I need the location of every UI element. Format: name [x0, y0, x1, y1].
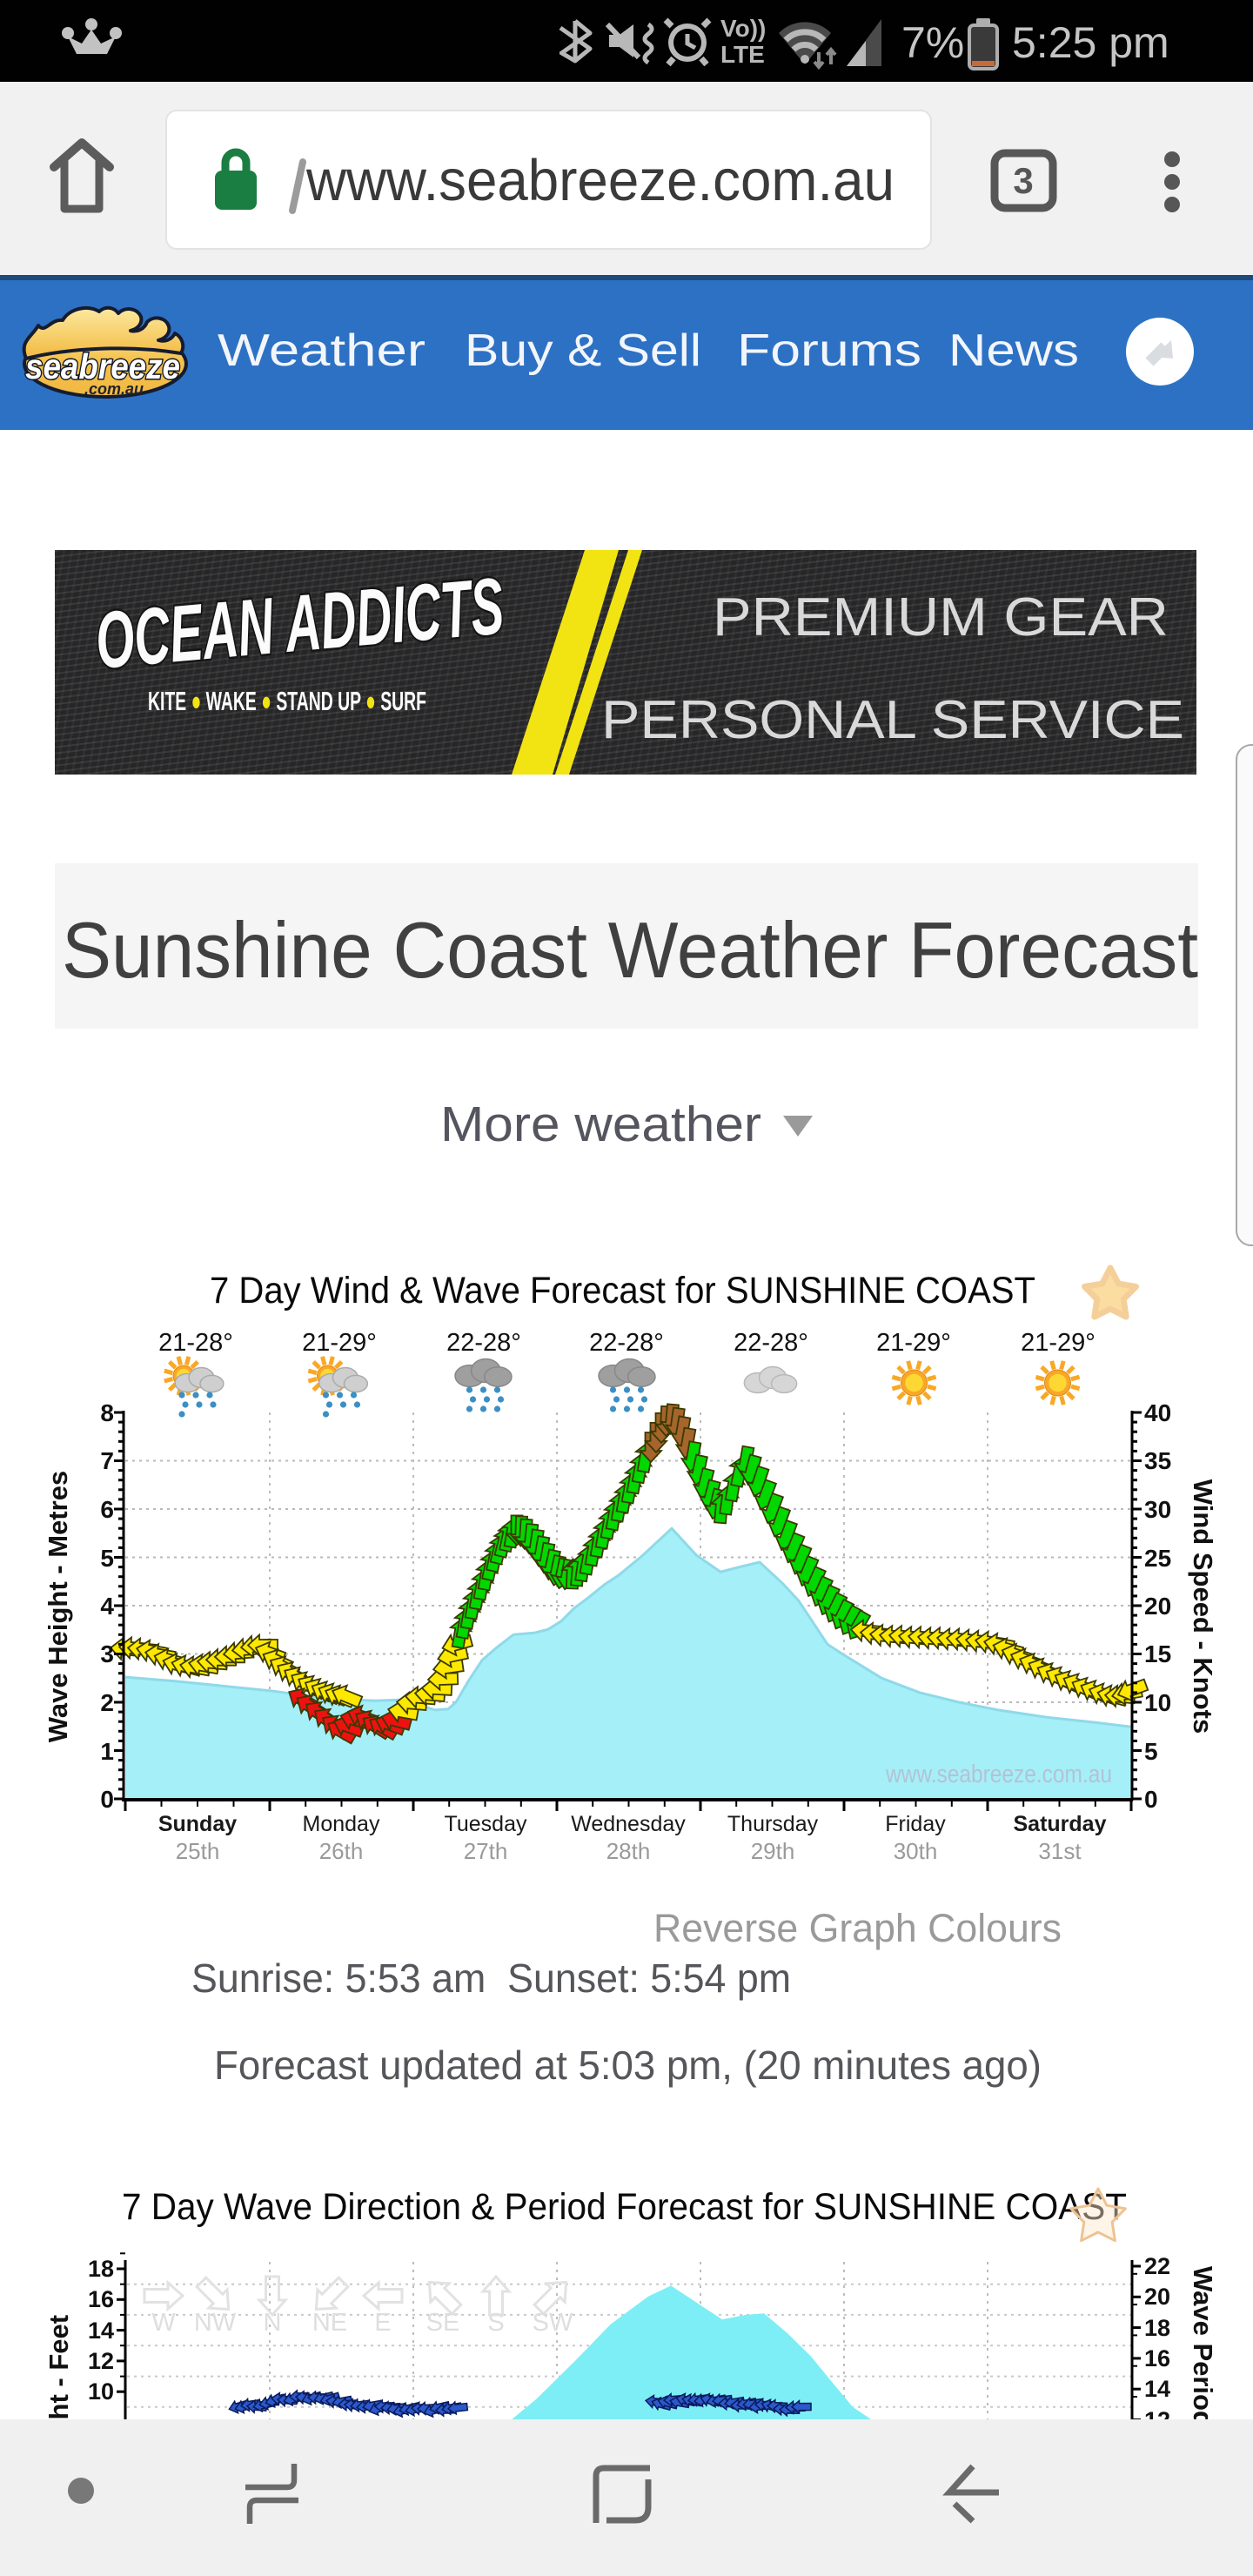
svg-text:www.seabreeze.com.au: www.seabreeze.com.au [885, 1761, 1112, 1788]
svg-text:Buy & Sell: Buy & Sell [465, 325, 701, 376]
svg-text:Reverse Graph Colours: Reverse Graph Colours [653, 1906, 1062, 1950]
svg-text:7: 7 [100, 1447, 114, 1474]
svg-text:1: 1 [100, 1738, 114, 1765]
svg-text:Wave Height - Feet: Wave Height - Feet [44, 2315, 74, 2428]
svg-text:Forecast updated at 5:03 pm, (: Forecast updated at 5:03 pm, (20 minutes… [214, 2043, 1042, 2088]
svg-text:8: 8 [100, 1399, 114, 1426]
svg-text:21-29°: 21-29° [1021, 1329, 1096, 1357]
svg-text:0: 0 [1144, 1786, 1158, 1813]
svg-text:3: 3 [100, 1640, 114, 1667]
svg-text:4: 4 [100, 1593, 114, 1620]
svg-text:25th: 25th [176, 1838, 220, 1864]
svg-text:18: 18 [88, 2256, 114, 2282]
svg-text:PREMIUM GEAR: PREMIUM GEAR [713, 587, 1169, 647]
svg-text:6: 6 [100, 1496, 114, 1523]
svg-text:40: 40 [1144, 1399, 1171, 1426]
svg-text:16: 16 [88, 2286, 114, 2312]
svg-text:PERSONAL SERVICE: PERSONAL SERVICE [601, 690, 1184, 750]
svg-text:Saturday: Saturday [1014, 1812, 1107, 1836]
svg-text:21-28°: 21-28° [158, 1329, 233, 1357]
svg-text:35: 35 [1144, 1447, 1171, 1474]
svg-text:Forums: Forums [737, 325, 921, 376]
svg-text:www.seabreeze.com.au: www.seabreeze.com.au [305, 148, 895, 213]
svg-text:Wednesday: Wednesday [571, 1812, 686, 1836]
svg-text:5:25 pm: 5:25 pm [1012, 18, 1169, 67]
svg-text:More weather: More weather [440, 1097, 761, 1150]
svg-text:5: 5 [1144, 1738, 1158, 1765]
svg-text:Tuesday: Tuesday [445, 1812, 527, 1836]
svg-text:KITE ● WAKE ● STAND UP ● SURF: KITE ● WAKE ● STAND UP ● SURF [148, 686, 426, 716]
svg-text:30th: 30th [894, 1838, 938, 1864]
svg-text:NW: NW [194, 2309, 237, 2337]
svg-text:18: 18 [1144, 2315, 1170, 2341]
svg-text:22-28°: 22-28° [589, 1329, 664, 1357]
svg-text:Friday: Friday [885, 1812, 946, 1836]
svg-text:12: 12 [88, 2348, 114, 2374]
svg-text:Wave Height - Metres: Wave Height - Metres [43, 1471, 73, 1742]
svg-text:Monday: Monday [303, 1812, 380, 1836]
svg-text:28th: 28th [606, 1838, 651, 1864]
svg-text:Sunrise: 5:53 am Sunset: 5:54: Sunrise: 5:53 am Sunset: 5:54 pm [191, 1955, 791, 2001]
svg-text:22-28°: 22-28° [734, 1329, 808, 1357]
svg-text:Sunshine Coast Weather Forecas: Sunshine Coast Weather Forecast [62, 907, 1198, 995]
svg-text:29th: 29th [751, 1838, 795, 1864]
svg-text:N: N [264, 2309, 282, 2337]
svg-text:10: 10 [1144, 1689, 1171, 1716]
svg-text:14: 14 [1144, 2376, 1170, 2402]
svg-text:Vo)): Vo)) [720, 15, 766, 42]
svg-text:OCEAN ADDICTS: OCEAN ADDICTS [92, 561, 507, 686]
svg-text:Weather: Weather [218, 325, 425, 376]
svg-text:seabreeze: seabreeze [25, 346, 180, 386]
svg-text:16: 16 [1144, 2345, 1170, 2371]
svg-text:27th: 27th [464, 1838, 508, 1864]
svg-text:20: 20 [1144, 2284, 1170, 2310]
svg-text:Wave Period - Seconds: Wave Period - Seconds [1188, 2266, 1218, 2428]
svg-text:26th: 26th [319, 1838, 364, 1864]
svg-text:W: W [151, 2309, 176, 2337]
svg-text:22: 22 [1144, 2253, 1170, 2279]
svg-text:.com.au: .com.au [84, 380, 144, 398]
svg-text:0: 0 [100, 1786, 114, 1813]
svg-text:5: 5 [100, 1545, 114, 1572]
svg-text:E: E [374, 2309, 391, 2337]
svg-text:NE: NE [312, 2309, 347, 2337]
svg-text:S: S [487, 2309, 504, 2337]
svg-text:25: 25 [1144, 1545, 1171, 1572]
svg-text:3: 3 [1013, 160, 1033, 201]
svg-text:7%: 7% [901, 18, 964, 67]
svg-text:21-29°: 21-29° [302, 1329, 377, 1357]
svg-text:News: News [948, 325, 1079, 376]
svg-text:10: 10 [88, 2378, 114, 2405]
svg-text:Wind Speed - Knots: Wind Speed - Knots [1188, 1479, 1218, 1734]
svg-text:Sunday: Sunday [158, 1812, 237, 1836]
svg-text:2: 2 [100, 1689, 114, 1716]
svg-text:Thursday: Thursday [727, 1812, 819, 1836]
svg-text:20: 20 [1144, 1593, 1171, 1620]
svg-text:15: 15 [1144, 1640, 1171, 1667]
svg-text:21-29°: 21-29° [876, 1329, 951, 1357]
svg-text:7 Day Wave Direction & Period: 7 Day Wave Direction & Period Forecast f… [122, 2186, 1127, 2228]
svg-text:14: 14 [88, 2318, 114, 2344]
svg-text:SE: SE [426, 2309, 460, 2337]
svg-text:SW: SW [533, 2309, 573, 2337]
svg-text:30: 30 [1144, 1496, 1171, 1523]
svg-text:7 Day Wind & Wave Forecast for: 7 Day Wind & Wave Forecast for SUNSHINE … [210, 1270, 1035, 1311]
svg-text:31st: 31st [1038, 1838, 1082, 1864]
svg-text:LTE: LTE [720, 41, 765, 68]
svg-text:22-28°: 22-28° [446, 1329, 521, 1357]
